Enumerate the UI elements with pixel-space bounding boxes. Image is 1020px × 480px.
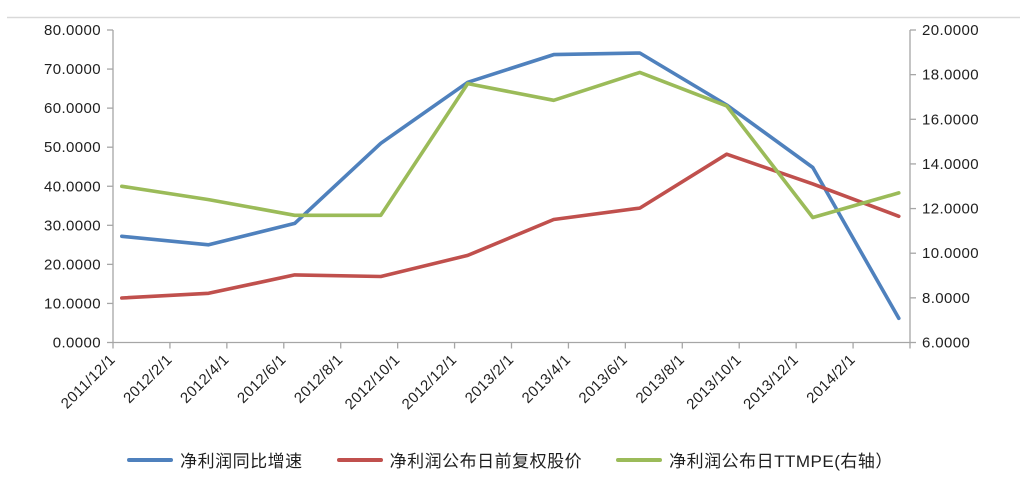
legend-item-profit-growth: 净利润同比增速: [127, 447, 303, 472]
svg-text:14.0000: 14.0000: [922, 156, 979, 173]
svg-text:20.0000: 20.0000: [44, 256, 101, 273]
svg-text:2012/6/1: 2012/6/1: [234, 351, 290, 407]
svg-text:2012/2/1: 2012/2/1: [120, 351, 176, 407]
svg-text:40.0000: 40.0000: [44, 178, 101, 195]
svg-text:2012/4/1: 2012/4/1: [177, 351, 233, 407]
legend-line-swatch-green: [616, 457, 663, 462]
svg-text:2014/2/1: 2014/2/1: [803, 351, 859, 407]
svg-text:2013/4/1: 2013/4/1: [519, 351, 575, 407]
svg-text:10.0000: 10.0000: [922, 245, 979, 262]
legend-label: 净利润公布日TTMPE(右轴）: [669, 452, 893, 471]
svg-text:10.0000: 10.0000: [44, 295, 101, 312]
legend: 净利润同比增速 净利润公布日前复权股价 净利润公布日TTMPE(右轴）: [0, 447, 1020, 472]
svg-text:20.0000: 20.0000: [922, 22, 979, 39]
svg-text:18.0000: 18.0000: [922, 67, 979, 84]
legend-label: 净利润公布日前复权股价: [389, 452, 583, 471]
svg-text:70.0000: 70.0000: [44, 61, 101, 78]
svg-text:2011/12/1: 2011/12/1: [58, 351, 119, 412]
svg-text:2012/12/1: 2012/12/1: [399, 351, 461, 413]
legend-line-swatch-red: [336, 457, 383, 462]
svg-text:2012/10/1: 2012/10/1: [342, 351, 404, 413]
svg-text:2013/6/1: 2013/6/1: [576, 351, 632, 407]
svg-text:80.0000: 80.0000: [44, 22, 101, 39]
svg-text:2013/10/1: 2013/10/1: [683, 351, 745, 413]
svg-text:16.0000: 16.0000: [922, 111, 979, 128]
svg-text:2012/8/1: 2012/8/1: [291, 351, 347, 407]
svg-text:2013/12/1: 2013/12/1: [740, 351, 802, 413]
svg-text:30.0000: 30.0000: [44, 217, 101, 234]
legend-label: 净利润同比增速: [180, 452, 303, 471]
svg-text:50.0000: 50.0000: [44, 139, 101, 156]
svg-text:2013/8/1: 2013/8/1: [633, 351, 689, 407]
legend-item-adjusted-price: 净利润公布日前复权股价: [336, 447, 583, 472]
svg-text:2013/2/1: 2013/2/1: [462, 351, 518, 407]
svg-text:12.0000: 12.0000: [922, 201, 979, 218]
legend-line-swatch-blue: [127, 457, 174, 462]
legend-item-ttm-pe: 净利润公布日TTMPE(右轴）: [616, 447, 893, 472]
svg-text:0.0000: 0.0000: [53, 335, 101, 352]
svg-text:6.0000: 6.0000: [922, 335, 970, 352]
svg-text:8.0000: 8.0000: [922, 290, 970, 307]
svg-text:60.0000: 60.0000: [44, 100, 101, 117]
